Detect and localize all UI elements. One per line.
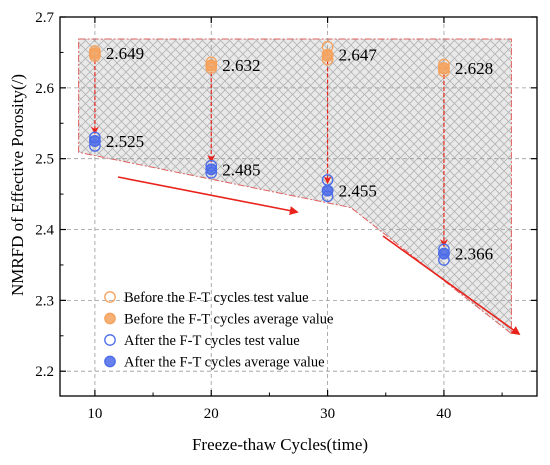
data-label: 2.485: [222, 160, 260, 179]
y-tick-label: 2.5: [35, 152, 54, 168]
data-label: 2.647: [339, 46, 378, 65]
before-average-point: [321, 48, 334, 61]
data-labels: 2.649 2.632 2.647 2.628 2.525 2.485 2.455 2.366: [106, 44, 493, 263]
before-average-point: [205, 59, 218, 72]
trend-arrows: [117, 176, 521, 336]
x-tick-label: 40: [436, 406, 451, 422]
after-average-point: [321, 184, 334, 197]
legend-marker: [104, 334, 116, 346]
legend-entry: After the F-T cycles test value: [124, 333, 300, 349]
x-tick-label: 20: [204, 406, 219, 422]
legend: Before the F-T cycles test value Before t…: [104, 290, 333, 371]
data-points: [89, 40, 450, 266]
cycle-connector-lines: [90, 60, 448, 248]
y-tick-label: 2.4: [35, 223, 54, 239]
legend-marker: [104, 355, 116, 368]
y-axis-title: NMRFD of Effective Porosity(/): [8, 74, 27, 296]
data-label: 2.455: [339, 182, 377, 201]
y-tick-label: 2.6: [35, 81, 54, 97]
data-label: 2.628: [455, 59, 493, 78]
after-average-point: [205, 163, 218, 176]
data-label: 2.366: [455, 245, 493, 264]
axes: 10 20 30 40 2.2 2.3 2.4 2.5 2.6 2.7: [35, 10, 538, 422]
legend-entry: Before the F-T cycles test value: [124, 290, 309, 306]
x-tick-label: 30: [320, 406, 335, 422]
y-tick-label: 2.2: [35, 364, 54, 380]
data-label: 2.649: [106, 44, 144, 63]
after-average-point: [89, 135, 101, 147]
legend-entry: Before the F-T cycles average value: [124, 312, 333, 328]
trend-arrow: [117, 176, 299, 216]
after-average-point: [438, 247, 450, 260]
plot-frame: [59, 16, 538, 397]
y-tick-label: 2.3: [35, 293, 54, 309]
legend-entry: After the F-T cycles average value: [124, 355, 325, 371]
legend-marker: [104, 291, 116, 303]
y-tick-label: 2.7: [35, 10, 54, 26]
data-label: 2.632: [222, 56, 260, 75]
legend-marker: [104, 312, 116, 325]
x-tick-label: 10: [87, 406, 102, 422]
data-label: 2.525: [106, 132, 144, 151]
x-axis-title: Freeze-thaw Cycles(time): [192, 435, 368, 454]
trend-arrow: [382, 235, 521, 336]
before-average-point: [438, 62, 450, 74]
before-average-point: [89, 47, 101, 59]
